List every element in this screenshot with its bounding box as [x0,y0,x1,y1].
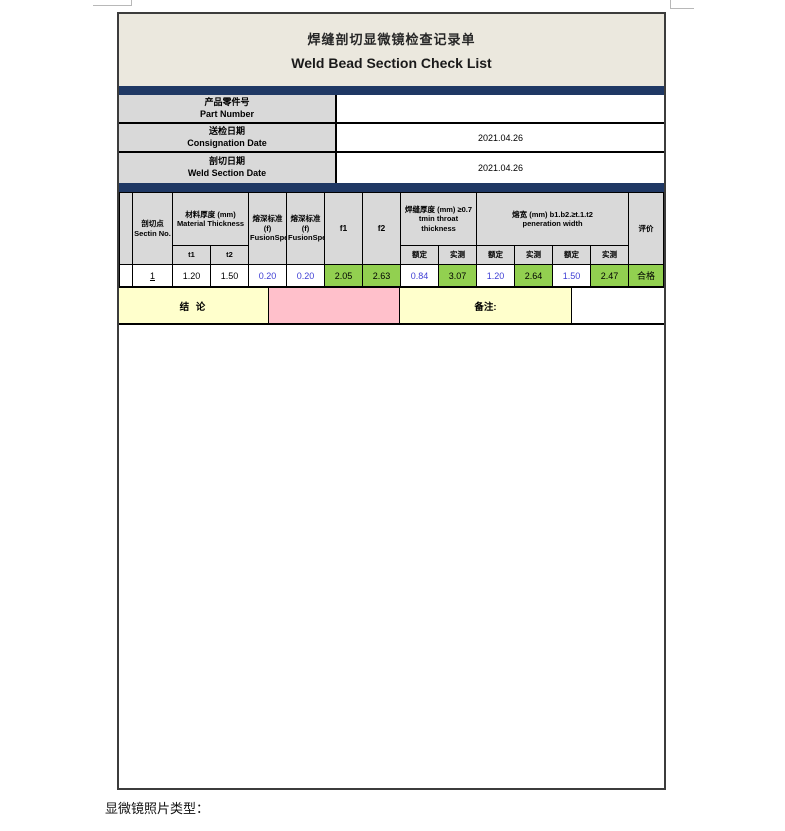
col-header-f1: f1 [324,192,363,265]
weld-section-date-label-zh: 剖切日期 [208,156,245,167]
cell-width-measured-2[interactable]: 2.47 [590,264,630,287]
col-header-width-rated-2: 额定 [552,245,592,265]
cell-t2[interactable]: 1.50 [210,264,249,287]
weld-section-date-label: 剖切日期 Weld Section Date [119,153,337,183]
consignation-date-row: 送检日期 Consignation Date 2021.04.26 [119,124,664,153]
consignation-date-label: 送检日期 Consignation Date [119,124,337,151]
photo-type-caption: 显微镜照片类型： [105,801,210,816]
cell-fusion-spec-2[interactable]: 0.20 [286,264,325,287]
col-header-penetration-width: 熔宽 (mm) b1.b2.≥t.1.t2 peneration width [476,192,630,246]
col-header-throat-thickness: 焊缝厚度 (mm) ≥0.7 tmin throat thickness [399,192,478,246]
form-title-zh: 焊缝剖切显微镜检查记录单 [307,32,476,47]
cell-f2[interactable]: 2.63 [362,264,401,287]
form-title-en: Weld Bead Section Check List [291,55,492,71]
gridline-remnant [131,0,132,6]
cell-width-rated-2[interactable]: 1.50 [552,264,592,287]
consignation-date-label-en: Consignation Date [187,137,267,148]
weld-section-date-label-en: Weld Section Date [187,168,267,178]
col-header-section-no: 剖切点 Sectin No. [132,192,173,265]
photo-area[interactable] [119,325,664,788]
cell-evaluation[interactable]: 合格 [628,264,664,287]
gridline-remnant [670,8,694,9]
part-number-label: 产品零件号 Part Number [119,95,337,122]
cell-throat-measured[interactable]: 3.07 [437,264,478,287]
gridline-remnant [670,0,671,9]
part-number-label-zh: 产品零件号 [204,96,250,107]
col-header-material-en: Material Thickness [176,219,245,228]
consignation-date-value[interactable]: 2021.04.26 [337,124,664,151]
col-header-throat-rated: 额定 [400,245,439,265]
col-header-section-zh: 剖切点 [141,219,164,229]
row-spacer-cell [119,264,133,287]
col-header-fusion1-zh: 熔深标准(f) [252,214,283,233]
col-header-throat-en: tmin throat thickness [418,214,459,233]
consignation-date-label-zh: 送检日期 [208,125,245,136]
col-header-fusion2-zh: 熔深标准(f) [290,214,321,233]
corner-cell [119,192,133,265]
measurement-table: 剖切点 Sectin No. 材料厚度 (mm) Material Thickn… [119,192,664,287]
col-header-evaluation: 评价 [628,192,664,265]
remark-label: 备注: [400,288,572,323]
col-header-t1: t1 [172,245,211,265]
col-header-material-thickness: 材料厚度 (mm) Material Thickness [172,192,249,246]
cell-section-no[interactable]: 1 [132,264,173,287]
conclusion-row: 结 论 备注: [119,287,664,325]
weld-check-form: 焊缝剖切显微镜检查记录单 Weld Bead Section Check Lis… [117,12,666,790]
col-header-t2: t2 [210,245,249,265]
col-header-width-measured-1: 实测 [514,245,554,265]
weld-section-date-value[interactable]: 2021.04.26 [337,153,664,183]
cell-width-measured-1[interactable]: 2.64 [514,264,554,287]
conclusion-label: 结 论 [119,288,269,323]
divider-bar-top [119,86,664,95]
cell-width-rated-1[interactable]: 1.20 [476,264,516,287]
cell-throat-rated[interactable]: 0.84 [400,264,439,287]
remark-value-cell[interactable] [572,288,664,323]
form-title-band: 焊缝剖切显微镜检查记录单 Weld Bead Section Check Lis… [119,14,664,86]
weld-section-date-row: 剖切日期 Weld Section Date 2021.04.26 [119,153,664,183]
part-number-value[interactable] [337,95,664,122]
col-header-width-en: peneration width [522,219,583,228]
col-header-width-rated-1: 额定 [476,245,516,265]
col-header-throat-zh: 焊缝厚度 (mm) ≥0.7 [404,204,473,214]
col-header-width-measured-2: 实测 [590,245,630,265]
col-header-section-en: Sectin No. [134,228,171,238]
cell-f1[interactable]: 2.05 [324,264,363,287]
divider-bar-table [119,183,664,192]
col-header-f2: f2 [362,192,401,265]
col-header-material-zh: 材料厚度 (mm) [185,209,236,219]
cell-t1[interactable]: 1.20 [172,264,211,287]
col-header-fusion2-en: FusionSpec [288,233,324,243]
measurement-row-1: 1 1.20 1.50 0.20 0.20 2.05 2.63 0.84 3.0… [119,264,664,287]
part-number-label-en: Part Number [199,108,254,119]
col-header-throat-measured: 实测 [437,245,478,265]
col-header-fusion1-en: FusionSpec [250,233,286,243]
cell-fusion-spec-1[interactable]: 0.20 [248,264,287,287]
section-no-link[interactable]: 1 [149,270,155,281]
col-header-width-zh: 熔宽 (mm) b1.b2.≥t.1.t2 [512,209,593,219]
gridline-remnant [93,5,132,6]
part-number-row: 产品零件号 Part Number [119,95,664,124]
col-header-fusion-spec-2: 熔深标准(f) FusionSpec [286,192,325,265]
col-header-fusion-spec-1: 熔深标准(f) FusionSpec [248,192,287,265]
conclusion-value-cell[interactable] [269,288,400,323]
